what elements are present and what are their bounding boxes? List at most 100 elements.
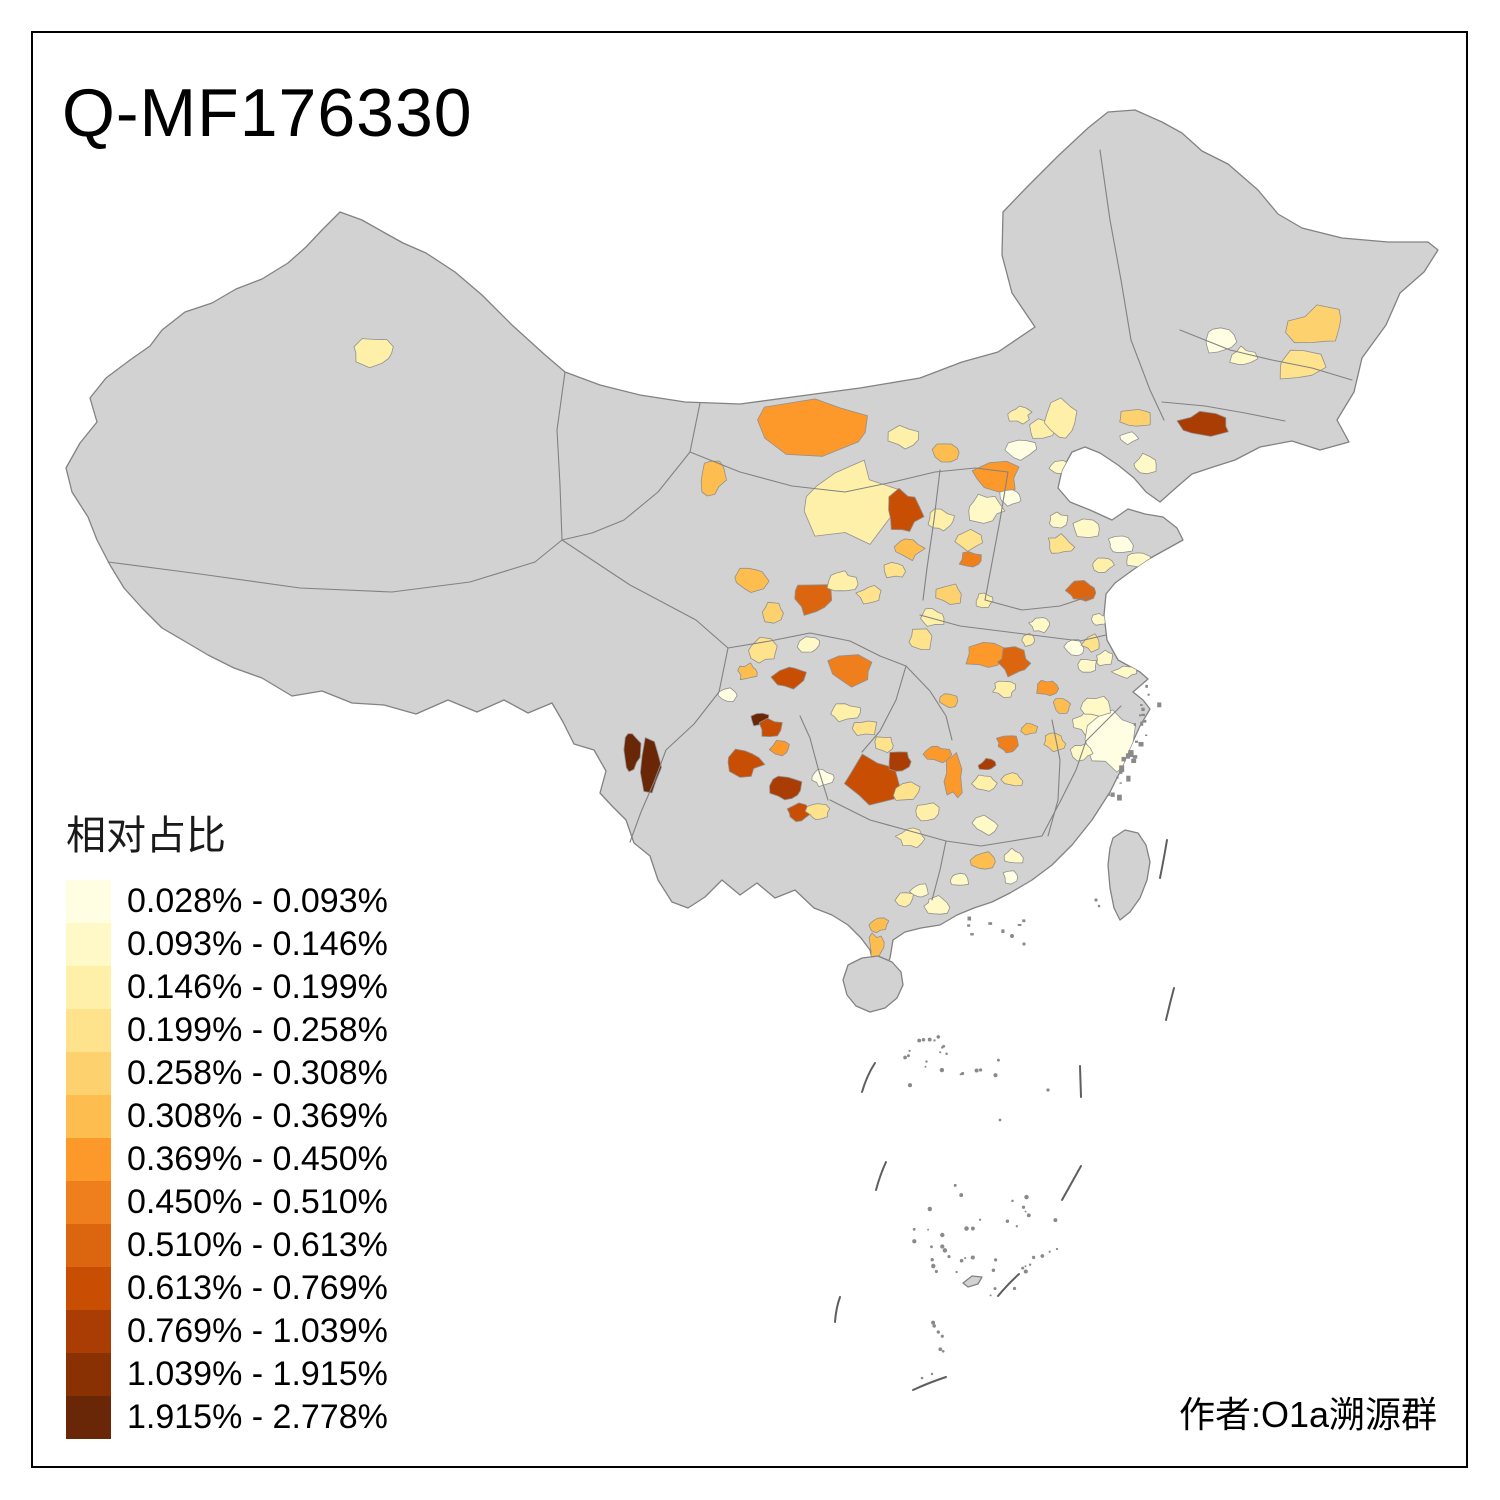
coastal-islets bbox=[967, 684, 1162, 936]
sea-dot bbox=[1026, 1213, 1031, 1218]
map-region bbox=[888, 751, 912, 772]
sea-dot bbox=[939, 1051, 942, 1054]
sea-dot bbox=[912, 1227, 916, 1231]
map-region bbox=[935, 583, 962, 605]
coastal-islet bbox=[970, 933, 974, 936]
nine-dash-segment bbox=[997, 1273, 1020, 1297]
map-region bbox=[923, 895, 951, 915]
legend-label: 0.258% - 0.308% bbox=[127, 1054, 388, 1092]
legend-row: 0.450% - 0.510% bbox=[66, 1181, 388, 1224]
coastal-islet bbox=[1140, 721, 1144, 726]
map-region bbox=[1119, 409, 1151, 427]
map-region bbox=[922, 745, 953, 764]
sea-dot bbox=[1024, 1194, 1029, 1200]
nine-dash-segment bbox=[834, 1296, 841, 1323]
legend-swatch bbox=[66, 1009, 111, 1052]
map-region bbox=[908, 628, 933, 650]
map-region bbox=[851, 720, 878, 736]
coastal-islet bbox=[1001, 929, 1005, 933]
sea-island-dots bbox=[903, 898, 1101, 1380]
map-region bbox=[938, 693, 958, 708]
sea-dot bbox=[1040, 1254, 1045, 1258]
sea-dot bbox=[936, 1330, 940, 1334]
map-region bbox=[909, 883, 929, 898]
map-region bbox=[977, 757, 997, 770]
map-region bbox=[770, 666, 807, 690]
sea-dot bbox=[993, 1258, 998, 1262]
legend-label: 0.028% - 0.093% bbox=[127, 882, 388, 920]
legend: 相对占比 0.028% - 0.093% 0.093% - 0.146% 0.146… bbox=[66, 812, 388, 1439]
map-region bbox=[762, 601, 784, 624]
legend-swatch bbox=[66, 880, 111, 923]
sea-dot bbox=[936, 1035, 941, 1039]
sea-dot bbox=[959, 1193, 964, 1198]
coastal-islet bbox=[1147, 693, 1150, 696]
sea-dot bbox=[991, 1268, 996, 1272]
sea-dot bbox=[993, 1073, 998, 1078]
sea-dot bbox=[940, 1232, 945, 1238]
nine-dash-segment bbox=[912, 1376, 947, 1391]
sea-dot bbox=[927, 1037, 932, 1042]
sea-dot bbox=[1053, 1218, 1058, 1223]
coastal-islet bbox=[988, 922, 993, 925]
map-region bbox=[1084, 709, 1136, 773]
coastal-islet bbox=[1128, 750, 1134, 758]
sea-dot bbox=[978, 1068, 983, 1072]
nine-dash-segment bbox=[1159, 839, 1168, 879]
sea-dot bbox=[1097, 904, 1101, 908]
legend-row: 0.093% - 0.146% bbox=[66, 923, 388, 966]
sea-dot bbox=[941, 1349, 945, 1353]
sea-dot bbox=[1023, 1269, 1028, 1274]
sea-dot bbox=[939, 1067, 945, 1073]
map-region bbox=[1043, 397, 1078, 439]
legend-row: 0.199% - 0.258% bbox=[66, 1009, 388, 1052]
legend-label: 0.093% - 0.146% bbox=[127, 925, 388, 963]
legend-label: 0.510% - 0.613% bbox=[127, 1226, 388, 1264]
legend-label: 1.915% - 2.778% bbox=[127, 1398, 388, 1436]
sea-dot bbox=[925, 1060, 928, 1063]
coastal-islet bbox=[1119, 771, 1123, 774]
sea-dot bbox=[964, 1257, 967, 1260]
map-region bbox=[1048, 533, 1076, 554]
map-region bbox=[804, 803, 831, 820]
sea-dot bbox=[1024, 1265, 1027, 1268]
coastal-islet bbox=[1141, 707, 1145, 712]
map-region bbox=[811, 768, 835, 787]
sea-dot bbox=[940, 1334, 944, 1338]
map-region bbox=[758, 717, 783, 737]
nine-dash-segment bbox=[861, 1062, 876, 1093]
legend-row: 1.915% - 2.778% bbox=[66, 1396, 388, 1439]
sea-dot bbox=[942, 1248, 948, 1253]
sea-dot bbox=[927, 1206, 933, 1212]
sea-dot bbox=[1094, 898, 1098, 902]
sea-dot bbox=[953, 1183, 957, 1187]
legend-swatch bbox=[66, 1310, 111, 1353]
sea-dot bbox=[998, 1118, 1002, 1122]
map-region bbox=[883, 561, 906, 579]
sea-dot bbox=[920, 1376, 924, 1380]
map-region bbox=[915, 802, 940, 822]
legend-row: 0.769% - 1.039% bbox=[66, 1310, 388, 1353]
coastal-islet bbox=[1138, 741, 1144, 747]
coastal-islet bbox=[1135, 740, 1139, 743]
sea-dot bbox=[970, 1226, 975, 1231]
map-region bbox=[892, 781, 921, 801]
sea-dot bbox=[1021, 1266, 1025, 1270]
map-region bbox=[757, 398, 868, 457]
map-region bbox=[888, 487, 925, 532]
legend-swatch bbox=[66, 1138, 111, 1181]
legend-label: 0.450% - 0.510% bbox=[127, 1183, 388, 1221]
map-region bbox=[971, 774, 998, 792]
sea-dot bbox=[1010, 934, 1014, 938]
map-region bbox=[1020, 722, 1039, 736]
sea-dot bbox=[917, 1038, 922, 1043]
sea-dot bbox=[932, 1324, 936, 1328]
nine-dash-segment bbox=[1061, 1165, 1082, 1201]
map-region bbox=[997, 646, 1032, 678]
legend-label: 0.613% - 0.769% bbox=[127, 1269, 388, 1307]
map-region bbox=[768, 740, 790, 757]
coastal-islet bbox=[1141, 713, 1145, 717]
map-title: Q-MF176330 bbox=[62, 75, 473, 151]
sea-dot bbox=[933, 1039, 936, 1042]
map-region bbox=[803, 459, 899, 545]
